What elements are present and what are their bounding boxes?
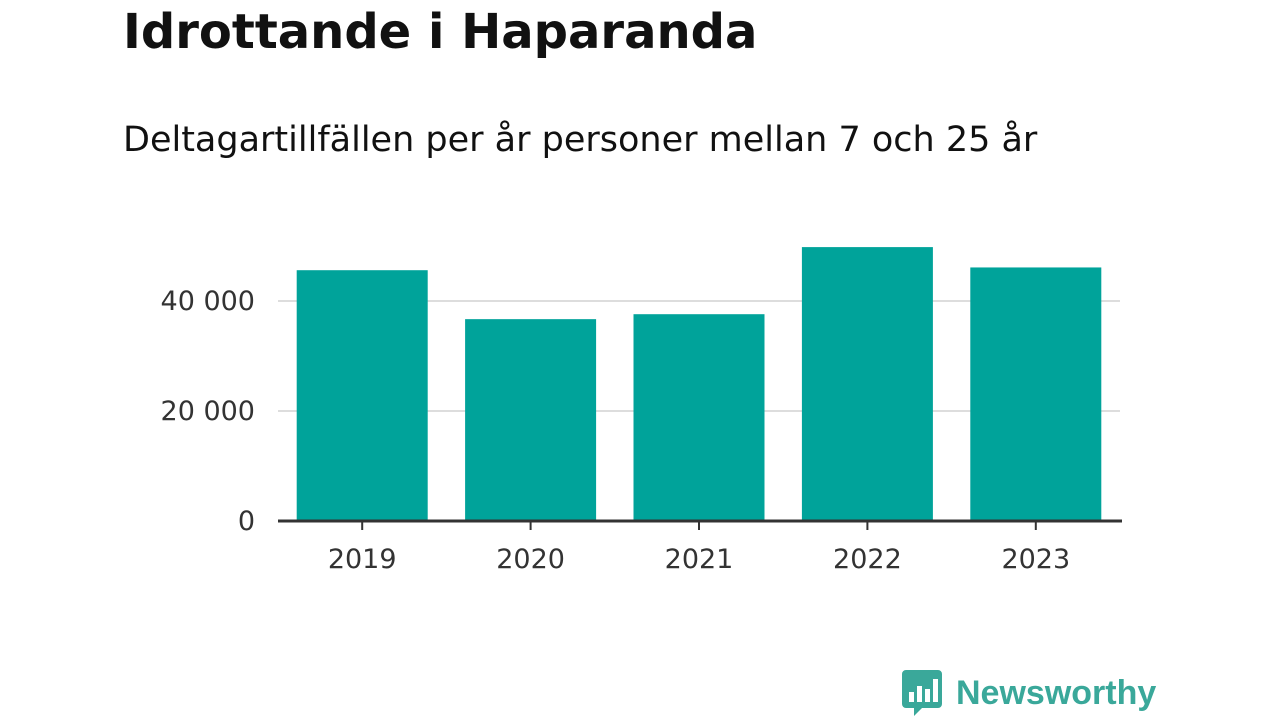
axes <box>278 519 1122 530</box>
y-tick-label: 20 000 <box>161 396 255 427</box>
newsworthy-logo: Newsworthy <box>902 670 1156 716</box>
x-tick-label: 2019 <box>328 544 397 575</box>
bar-chart-logo-icon <box>902 670 942 716</box>
chart-subtitle: Deltagartillfällen per år personer mella… <box>123 120 1038 160</box>
bar <box>970 267 1102 521</box>
tick-labels: 0 20 000 40 000 2019 2020 2021 2022 2023 <box>161 286 1071 575</box>
bar <box>801 247 933 521</box>
chart-title: Idrottande i Haparanda <box>123 4 758 60</box>
x-tick-label: 2023 <box>1001 544 1070 575</box>
x-tick-label: 2022 <box>833 544 902 575</box>
bar <box>633 314 765 521</box>
y-tick-label: 40 000 <box>161 286 255 317</box>
y-tick-label: 0 <box>238 506 255 537</box>
bar <box>465 319 597 521</box>
x-tick-label: 2021 <box>665 544 734 575</box>
bar <box>296 270 428 521</box>
brand-name: Newsworthy <box>956 673 1157 712</box>
bar-chart: 0 20 000 40 000 2019 2020 2021 2022 2023 <box>161 247 1122 575</box>
x-tick-label: 2020 <box>496 544 565 575</box>
bars <box>296 247 1102 521</box>
